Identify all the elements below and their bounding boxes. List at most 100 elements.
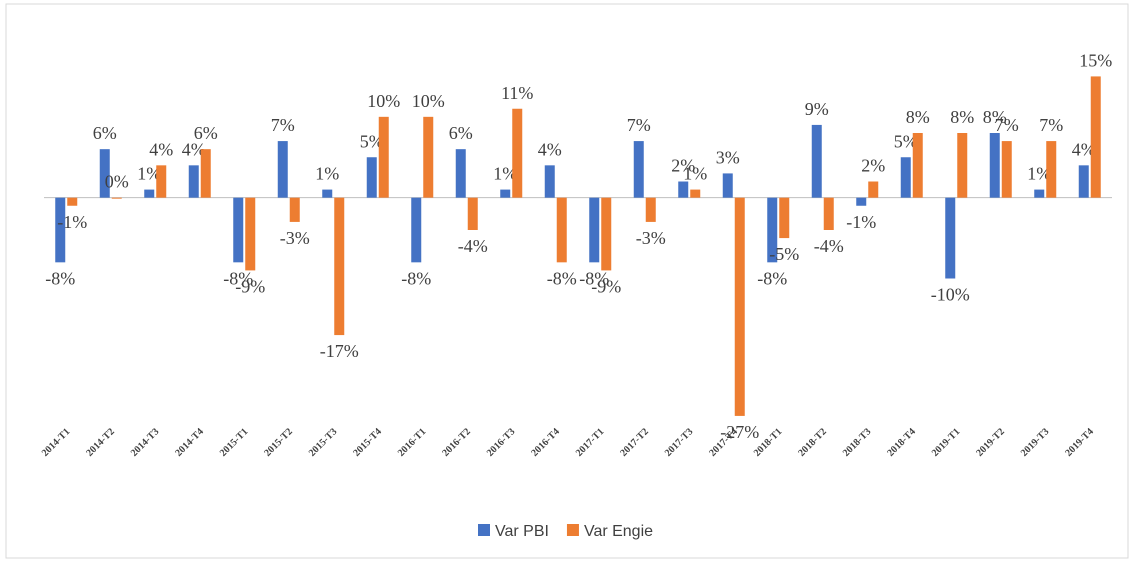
bar bbox=[1034, 189, 1045, 198]
data-label: 1% bbox=[683, 164, 707, 184]
bar bbox=[601, 197, 612, 271]
bar bbox=[334, 197, 345, 336]
data-label: 3% bbox=[716, 147, 740, 167]
legend-swatch bbox=[566, 524, 579, 536]
bar bbox=[690, 189, 701, 198]
bar bbox=[1090, 76, 1101, 198]
bar bbox=[945, 197, 956, 279]
data-label: 2% bbox=[861, 156, 885, 176]
bar bbox=[156, 165, 167, 198]
data-label: 0% bbox=[105, 172, 129, 192]
data-label: 6% bbox=[93, 123, 117, 143]
bar bbox=[1078, 165, 1089, 198]
legend-label: Var PBI bbox=[495, 523, 549, 540]
bar bbox=[989, 133, 1000, 198]
data-label: 10% bbox=[367, 91, 400, 111]
bar bbox=[423, 116, 434, 198]
bar bbox=[678, 181, 689, 198]
data-label: 8% bbox=[983, 107, 1007, 127]
data-label: 1% bbox=[1027, 164, 1051, 184]
data-label: 4% bbox=[1072, 139, 1096, 159]
bar bbox=[67, 197, 78, 206]
bar bbox=[900, 157, 911, 198]
data-label: -8% bbox=[401, 268, 431, 288]
bar bbox=[455, 149, 466, 198]
data-label: -8% bbox=[579, 268, 609, 288]
data-label: 4% bbox=[182, 139, 206, 159]
data-label: -1% bbox=[846, 212, 876, 232]
data-label: 9% bbox=[805, 99, 829, 119]
data-label: -3% bbox=[280, 228, 310, 248]
bar bbox=[500, 189, 511, 198]
bar bbox=[366, 157, 377, 198]
bar bbox=[512, 108, 523, 198]
data-label: -1% bbox=[57, 212, 87, 232]
data-label: -9% bbox=[235, 276, 265, 296]
bar bbox=[233, 197, 244, 263]
data-label: 11% bbox=[501, 83, 533, 103]
data-label: -8% bbox=[547, 268, 577, 288]
bar bbox=[556, 197, 567, 263]
bar bbox=[589, 197, 600, 263]
bar bbox=[912, 133, 923, 198]
bar bbox=[289, 197, 300, 222]
data-label: -8% bbox=[223, 268, 253, 288]
data-label: -4% bbox=[458, 236, 488, 256]
chart-border bbox=[5, 3, 1129, 559]
data-label: 15% bbox=[1079, 50, 1112, 70]
data-label: 7% bbox=[1039, 115, 1063, 135]
data-label: 4% bbox=[538, 139, 562, 159]
data-label: 6% bbox=[449, 123, 473, 143]
bar bbox=[144, 189, 155, 198]
data-label: -3% bbox=[636, 228, 666, 248]
bar bbox=[779, 197, 790, 239]
data-label: 10% bbox=[412, 91, 445, 111]
bar bbox=[633, 141, 644, 198]
data-label: -9% bbox=[591, 276, 621, 296]
bar bbox=[467, 197, 478, 230]
data-label: 5% bbox=[894, 131, 918, 151]
data-label: -8% bbox=[45, 268, 75, 288]
data-label: 8% bbox=[906, 107, 930, 127]
data-label: 7% bbox=[627, 115, 651, 135]
bar bbox=[188, 165, 199, 198]
data-label: -10% bbox=[931, 285, 970, 305]
bar bbox=[645, 197, 656, 222]
legend-label: Var Engie bbox=[584, 523, 653, 540]
data-label: 7% bbox=[271, 115, 295, 135]
bar bbox=[868, 181, 879, 198]
legend-swatch bbox=[478, 524, 490, 536]
data-label: 1% bbox=[315, 164, 339, 184]
data-label: 5% bbox=[360, 131, 384, 151]
data-label: -17% bbox=[320, 341, 359, 361]
data-label: -27% bbox=[720, 422, 759, 442]
bar bbox=[322, 189, 333, 198]
bar bbox=[856, 197, 867, 206]
bar bbox=[734, 197, 745, 416]
data-label: 8% bbox=[950, 107, 974, 127]
bar bbox=[957, 133, 968, 198]
bar bbox=[1001, 141, 1012, 198]
bar bbox=[767, 197, 778, 263]
bar bbox=[99, 149, 110, 198]
data-label: 4% bbox=[149, 139, 173, 159]
bar bbox=[811, 124, 822, 198]
data-label: -8% bbox=[757, 268, 787, 288]
data-label: 1% bbox=[137, 164, 161, 184]
data-label: 6% bbox=[194, 123, 218, 143]
bar bbox=[55, 197, 66, 263]
bar bbox=[1046, 141, 1057, 198]
data-label: 7% bbox=[995, 115, 1019, 135]
bar bbox=[544, 165, 555, 198]
data-label: -4% bbox=[814, 236, 844, 256]
data-label: -5% bbox=[769, 244, 799, 264]
bar bbox=[823, 197, 834, 230]
bar bbox=[111, 197, 122, 199]
bar bbox=[411, 197, 422, 263]
bar bbox=[245, 197, 256, 271]
data-label: 2% bbox=[671, 156, 695, 176]
bar bbox=[277, 141, 288, 198]
data-label: 1% bbox=[493, 164, 517, 184]
bar bbox=[722, 173, 733, 198]
